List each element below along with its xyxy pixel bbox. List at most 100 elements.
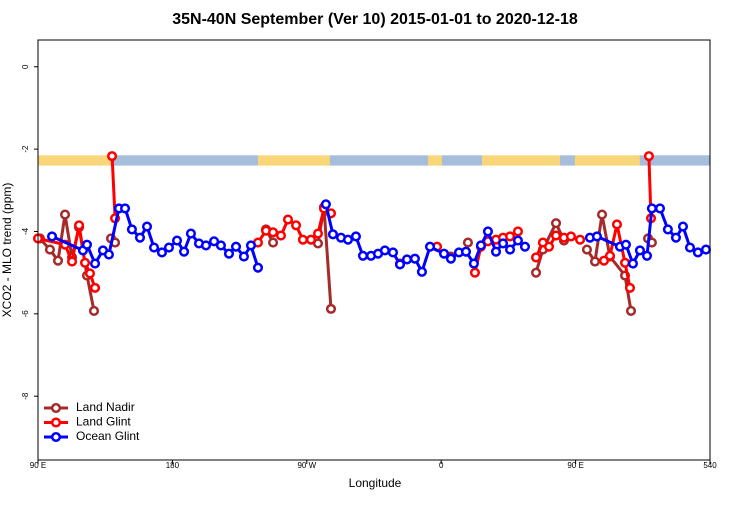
series-point — [604, 250, 615, 261]
series-point — [654, 203, 666, 214]
series-point — [223, 248, 235, 259]
series-point — [52, 255, 64, 266]
series-point — [619, 257, 631, 268]
series-point — [107, 151, 118, 162]
series-point — [646, 203, 657, 214]
series-point — [581, 244, 592, 255]
series-point — [530, 267, 542, 278]
legend-label: Ocean Glint — [76, 429, 140, 443]
x-tick-label: 540 — [703, 461, 717, 470]
series-point — [591, 231, 603, 242]
series-point — [504, 231, 516, 242]
series-point — [598, 255, 610, 266]
series-point — [200, 240, 212, 251]
y-axis-label: XCO2 - MLO trend (ppm) — [0, 183, 14, 318]
x-tick-label: 90 W — [297, 461, 316, 470]
series-point — [530, 252, 542, 263]
series-point — [350, 231, 361, 242]
series-point — [79, 257, 91, 268]
series-point — [482, 226, 493, 237]
y-tick-label: 0 — [21, 64, 30, 69]
series-point — [409, 253, 420, 264]
series-point — [589, 256, 601, 267]
series-point — [215, 240, 226, 251]
series-point — [342, 234, 354, 245]
series-point — [171, 235, 183, 246]
band-segment — [574, 155, 641, 166]
band-segment — [38, 155, 113, 166]
band-segment — [329, 155, 429, 166]
series-point — [611, 219, 623, 230]
band-segment — [112, 155, 259, 166]
series-point — [445, 253, 456, 264]
series-point — [46, 231, 58, 242]
series-point — [424, 241, 436, 252]
series-point — [692, 247, 703, 258]
series-point — [275, 230, 287, 241]
series-point — [148, 242, 160, 253]
series-point — [625, 305, 637, 316]
series-point — [662, 224, 673, 235]
y-tick-label: -2 — [21, 145, 30, 153]
legend-marker — [50, 417, 62, 428]
series-point — [490, 246, 502, 257]
band-segment — [441, 155, 483, 166]
series-point — [468, 258, 479, 269]
series-point — [84, 268, 96, 279]
series-point — [596, 209, 608, 220]
series-point — [519, 241, 531, 252]
series-point — [59, 209, 71, 220]
series-point — [209, 236, 220, 247]
series-point — [512, 226, 524, 237]
series-point — [245, 240, 256, 251]
series-point — [394, 259, 406, 270]
series-point — [290, 220, 302, 231]
series-point — [141, 221, 153, 232]
series-point — [641, 250, 653, 261]
x-tick-label: 0 — [439, 461, 444, 470]
series-point — [66, 256, 78, 267]
x-axis-label: Longitude — [349, 476, 402, 490]
series-point — [627, 258, 638, 269]
series-point — [620, 239, 631, 250]
series-point — [565, 231, 577, 242]
series-point — [550, 218, 562, 229]
series-point — [357, 250, 368, 261]
band-segment — [639, 155, 711, 166]
series-point — [327, 229, 338, 240]
series-point — [700, 244, 712, 255]
series-point — [178, 246, 190, 257]
band-segment — [559, 155, 576, 166]
series-point — [156, 247, 167, 258]
x-tick-label: 180 — [166, 461, 180, 470]
series-point — [416, 266, 427, 277]
band-segment — [257, 155, 331, 166]
series-point — [512, 235, 524, 246]
series-point — [624, 282, 636, 293]
series-point — [120, 203, 131, 214]
series-point — [252, 262, 264, 273]
chart-title: 35N-40N September (Ver 10) 2015-01-01 to… — [172, 11, 578, 28]
series-point — [305, 234, 317, 245]
series-point — [81, 239, 93, 250]
series-point — [684, 242, 696, 253]
series-point — [677, 221, 689, 232]
legend-label: Land Nadir — [76, 400, 135, 414]
series-point — [401, 254, 413, 265]
y-tick-label: -4 — [21, 227, 30, 235]
series-point — [103, 249, 114, 260]
series-point — [89, 282, 101, 293]
series-point — [475, 240, 486, 251]
plot-frame — [37, 39, 711, 461]
series-point — [163, 242, 175, 253]
series-point — [320, 199, 331, 210]
series-point — [126, 224, 137, 235]
series-point — [634, 245, 646, 256]
series-point — [89, 258, 101, 269]
series-point — [643, 151, 654, 162]
series-point — [379, 245, 390, 256]
series-point — [74, 220, 85, 231]
series-point — [469, 267, 480, 278]
y-tick-label: -6 — [21, 310, 30, 318]
